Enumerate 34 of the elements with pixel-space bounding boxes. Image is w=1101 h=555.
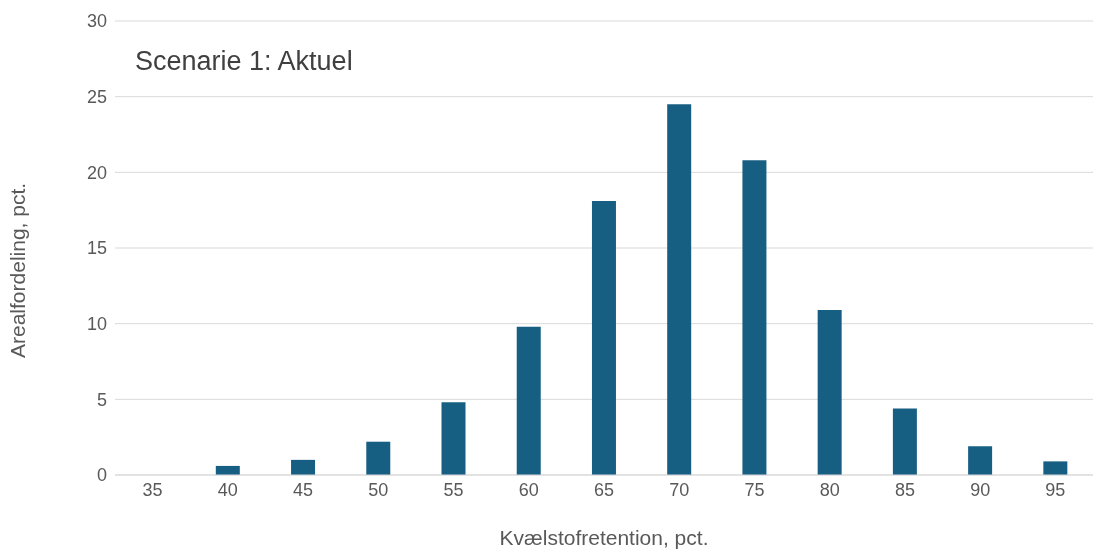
y-tick-label: 5 <box>96 389 107 410</box>
x-tick-label: 65 <box>593 479 615 500</box>
bar <box>516 326 541 475</box>
x-tick-label: 55 <box>443 479 464 500</box>
x-tick-label: 80 <box>819 479 840 500</box>
text: Scenarie 1: Aktuel <box>135 46 353 77</box>
bar <box>291 459 316 475</box>
x-tick-label: 45 <box>293 479 314 500</box>
x-tick-label: 40 <box>217 479 238 500</box>
x-tick-label: 70 <box>669 479 690 500</box>
bar <box>591 201 616 475</box>
x-tick-label: 95 <box>1045 479 1066 500</box>
x-axis-title: Kvælstofretention, pct. <box>499 526 709 549</box>
x-tick-label: 85 <box>894 479 915 500</box>
y-tick-label: 0 <box>96 465 107 486</box>
bar <box>968 446 993 475</box>
x-tick-label: 90 <box>970 479 991 500</box>
y-tick-label: 30 <box>86 11 107 32</box>
bar <box>742 160 767 475</box>
x-tick-label: 50 <box>368 479 389 500</box>
bar <box>817 310 842 475</box>
x-tick-label: 35 <box>142 479 163 500</box>
bar <box>366 441 391 475</box>
bar <box>892 408 917 475</box>
bar <box>667 104 692 475</box>
y-tick-label: 10 <box>86 314 107 335</box>
x-tick-label: 75 <box>744 479 765 500</box>
x-tick-label: 60 <box>518 479 539 500</box>
y-tick-label: 15 <box>86 238 107 259</box>
y-tick-label: 20 <box>86 162 107 183</box>
y-tick-label: 25 <box>86 87 107 108</box>
bar <box>1043 461 1068 475</box>
y-axis-title: Arealfordeling, pct. <box>6 182 30 358</box>
bar <box>441 402 466 475</box>
